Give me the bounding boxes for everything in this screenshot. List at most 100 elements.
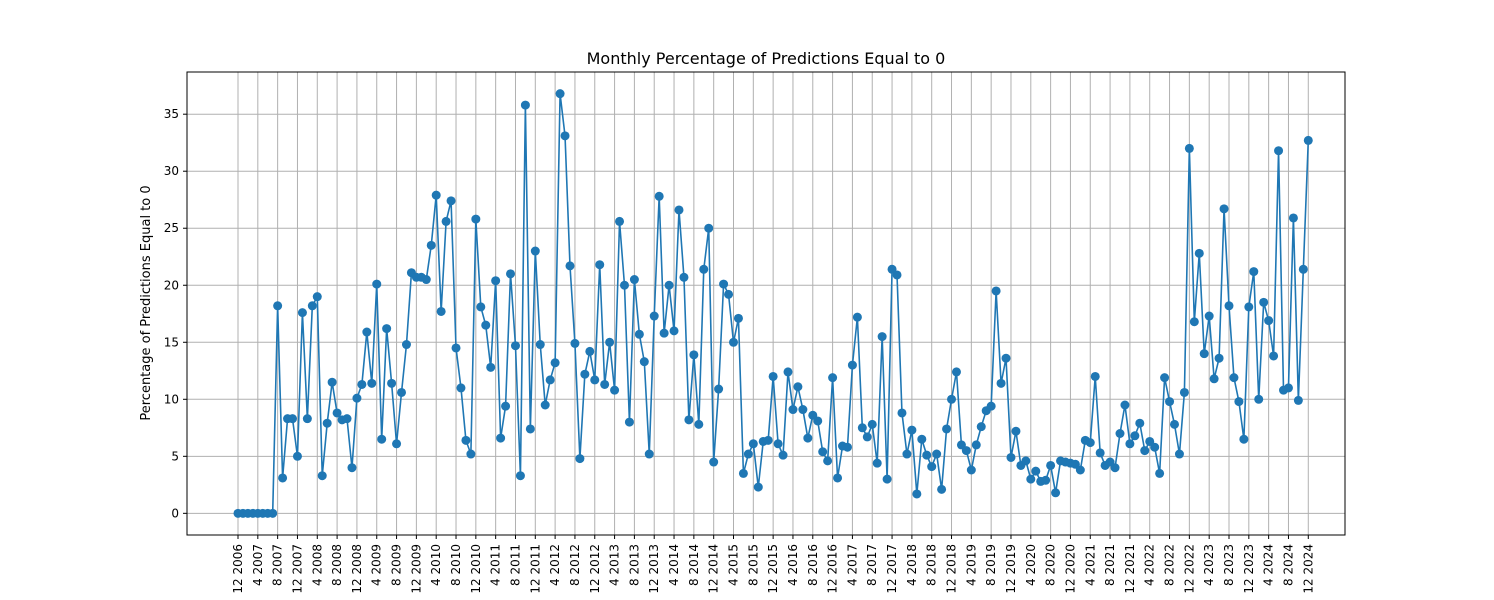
data-point [1204, 311, 1214, 321]
data-point [615, 216, 625, 226]
data-point [942, 424, 952, 434]
data-point [1274, 146, 1284, 156]
x-tick-label: 12 2018 [945, 544, 959, 594]
data-point [704, 223, 714, 233]
data-point [867, 419, 877, 429]
data-point [1095, 448, 1105, 458]
data-point [872, 458, 882, 468]
data-point [793, 382, 803, 392]
data-point [847, 360, 857, 370]
data-point [724, 289, 734, 299]
data-point [1165, 397, 1175, 407]
data-point [991, 286, 1001, 296]
data-point [679, 272, 689, 282]
x-tick-label: 12 2009 [409, 544, 423, 594]
data-point [922, 450, 932, 460]
data-point [466, 449, 476, 459]
x-tick-label: 12 2017 [885, 544, 899, 594]
data-point [629, 275, 639, 285]
data-point [297, 308, 307, 318]
data-point [1194, 248, 1204, 258]
data-point [664, 280, 674, 290]
data-point [1209, 374, 1219, 384]
x-tick-label: 4 2009 [370, 544, 384, 586]
x-tick-label: 4 2022 [1143, 544, 1157, 586]
x-tick-label: 8 2008 [330, 544, 344, 586]
data-point [674, 205, 684, 215]
data-point [852, 312, 862, 322]
data-point [1174, 449, 1184, 459]
data-point [1026, 474, 1036, 484]
data-point [352, 393, 362, 403]
data-point [1155, 468, 1165, 478]
data-point [1150, 442, 1160, 452]
data-point [595, 260, 605, 270]
x-tick-label: 4 2017 [845, 544, 859, 586]
data-point [461, 435, 471, 445]
data-point [907, 425, 917, 435]
data-point [684, 415, 694, 425]
data-point [1249, 267, 1259, 277]
x-tick-label: 4 2019 [964, 544, 978, 586]
x-tick-label: 8 2015 [746, 544, 760, 586]
data-points [233, 89, 1313, 518]
x-tick-label: 8 2009 [390, 544, 404, 586]
data-point [1085, 438, 1095, 448]
data-point [1254, 394, 1264, 404]
data-point [768, 371, 778, 381]
x-tick-label: 4 2011 [489, 544, 503, 586]
data-point [600, 379, 610, 389]
data-point [932, 449, 942, 459]
x-tick-label: 4 2020 [1024, 544, 1038, 586]
data-point [382, 324, 392, 334]
x-tick-label: 12 2007 [290, 544, 304, 594]
data-point [570, 338, 580, 348]
x-tick-label: 8 2012 [568, 544, 582, 586]
x-tick-label: 12 2008 [350, 544, 364, 594]
x-tick-label: 8 2017 [865, 544, 879, 586]
data-point [961, 446, 971, 456]
y-gridlines [187, 113, 1345, 514]
data-point [733, 313, 743, 323]
data-point [288, 414, 297, 424]
data-point [610, 385, 620, 395]
data-point [307, 301, 317, 311]
data-point [322, 418, 332, 428]
data-point [882, 474, 892, 484]
data-point [1199, 349, 1209, 359]
data-point [367, 378, 377, 388]
data-point [828, 373, 838, 383]
x-tick-label: 8 2023 [1222, 544, 1236, 586]
data-point [327, 377, 337, 387]
data-point [456, 383, 466, 393]
data-point [842, 442, 852, 452]
x-tick-label: 4 2016 [786, 544, 800, 586]
data-point [1051, 488, 1061, 498]
data-point [634, 329, 644, 339]
data-point [550, 358, 560, 368]
data-point [966, 465, 976, 475]
x-tick-label: 4 2023 [1202, 544, 1216, 586]
data-point [748, 439, 758, 449]
data-point [387, 378, 397, 388]
data-point [1303, 135, 1313, 145]
data-point [902, 449, 912, 459]
x-axis-ticks: 12 2006 4 2007 8 2007 12 2007 4 2008 8 2008 12… [231, 535, 1315, 594]
data-point [496, 433, 506, 443]
data-point [580, 369, 590, 379]
data-point [575, 454, 585, 464]
data-point [510, 341, 520, 351]
data-point [446, 196, 456, 206]
x-tick-label: 8 2016 [806, 544, 820, 586]
data-point [788, 405, 798, 415]
x-tick-label: 12 2024 [1301, 544, 1315, 594]
data-point [1031, 466, 1041, 476]
x-tick-label: 4 2010 [429, 544, 443, 586]
data-point [471, 214, 481, 224]
x-tick-label: 4 2008 [310, 544, 324, 586]
data-point [644, 449, 654, 459]
x-tick-label: 12 2019 [1004, 544, 1018, 594]
x-tick-label: 12 2015 [766, 544, 780, 594]
data-point [862, 432, 872, 442]
